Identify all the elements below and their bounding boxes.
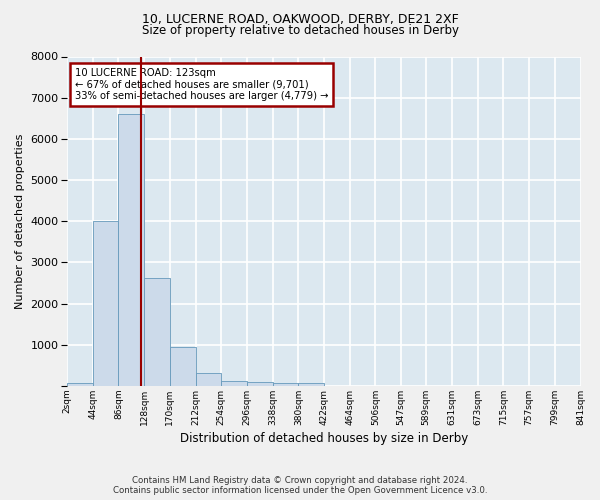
Bar [144, 278, 170, 386]
Bar [272, 383, 298, 386]
Bar [93, 221, 118, 386]
Y-axis label: Number of detached properties: Number of detached properties [15, 134, 25, 309]
Bar [118, 114, 144, 386]
Text: Contains HM Land Registry data © Crown copyright and database right 2024.
Contai: Contains HM Land Registry data © Crown c… [113, 476, 487, 495]
X-axis label: Distribution of detached houses by size in Derby: Distribution of detached houses by size … [179, 432, 468, 445]
Text: 10 LUCERNE ROAD: 123sqm
← 67% of detached houses are smaller (9,701)
33% of semi: 10 LUCERNE ROAD: 123sqm ← 67% of detache… [75, 68, 328, 101]
Bar [170, 347, 196, 386]
Bar [67, 383, 93, 386]
Text: 10, LUCERNE ROAD, OAKWOOD, DERBY, DE21 2XF: 10, LUCERNE ROAD, OAKWOOD, DERBY, DE21 2… [142, 12, 458, 26]
Bar [221, 380, 247, 386]
Text: Size of property relative to detached houses in Derby: Size of property relative to detached ho… [142, 24, 458, 37]
Bar [298, 384, 324, 386]
Bar [247, 382, 272, 386]
Bar [196, 372, 221, 386]
